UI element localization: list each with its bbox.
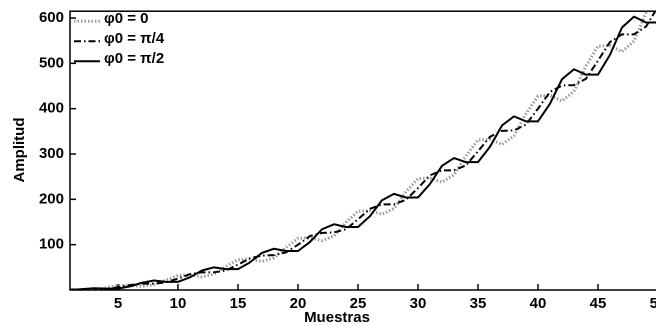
legend-label: φ0 = π/4: [104, 30, 165, 47]
line-series: [70, 15, 656, 290]
x-tick-label: 25: [350, 295, 367, 312]
x-tick-label: 10: [170, 295, 187, 312]
x-tick-label: 15: [230, 295, 247, 312]
plot-frame: [69, 10, 656, 291]
x-tick-label: 45: [590, 295, 607, 312]
plot-area: [70, 11, 656, 290]
y-tick-label: 100: [39, 236, 64, 253]
x-tick-label: 50: [650, 295, 656, 312]
y-tick-label: 300: [39, 145, 64, 162]
legend-label: φ0 = 0: [104, 10, 149, 27]
y-axis-label: Amplitud: [11, 118, 28, 183]
x-tick-label: 40: [530, 295, 547, 312]
y-tick-label: 200: [39, 190, 64, 207]
x-axis-label: Muestras: [304, 309, 370, 326]
y-tick-label: 600: [39, 9, 64, 26]
line-series: [70, 11, 656, 290]
line-series: [70, 11, 649, 290]
y-tick-label: 500: [39, 54, 64, 71]
y-tick-label: 400: [39, 100, 64, 117]
x-tick-label: 20: [290, 295, 307, 312]
x-tick-label: 35: [470, 295, 487, 312]
legend-label: φ0 = π/2: [104, 50, 164, 67]
x-tick-label: 5: [114, 295, 122, 312]
x-tick-label: 30: [410, 295, 427, 312]
